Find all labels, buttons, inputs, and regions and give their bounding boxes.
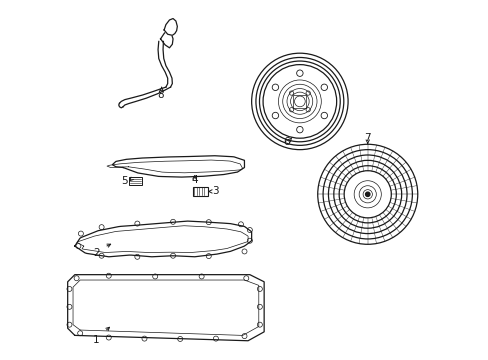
Text: 4: 4 <box>191 175 198 185</box>
Text: 2: 2 <box>93 248 100 258</box>
Polygon shape <box>164 18 177 35</box>
Text: 5: 5 <box>121 176 127 186</box>
Text: 3: 3 <box>212 186 219 197</box>
Bar <box>129 177 142 185</box>
Text: 8: 8 <box>157 90 163 100</box>
Text: 6: 6 <box>283 138 289 148</box>
Text: 1: 1 <box>93 335 100 345</box>
Circle shape <box>365 192 369 197</box>
Bar <box>192 187 207 196</box>
Text: 7: 7 <box>364 133 370 143</box>
